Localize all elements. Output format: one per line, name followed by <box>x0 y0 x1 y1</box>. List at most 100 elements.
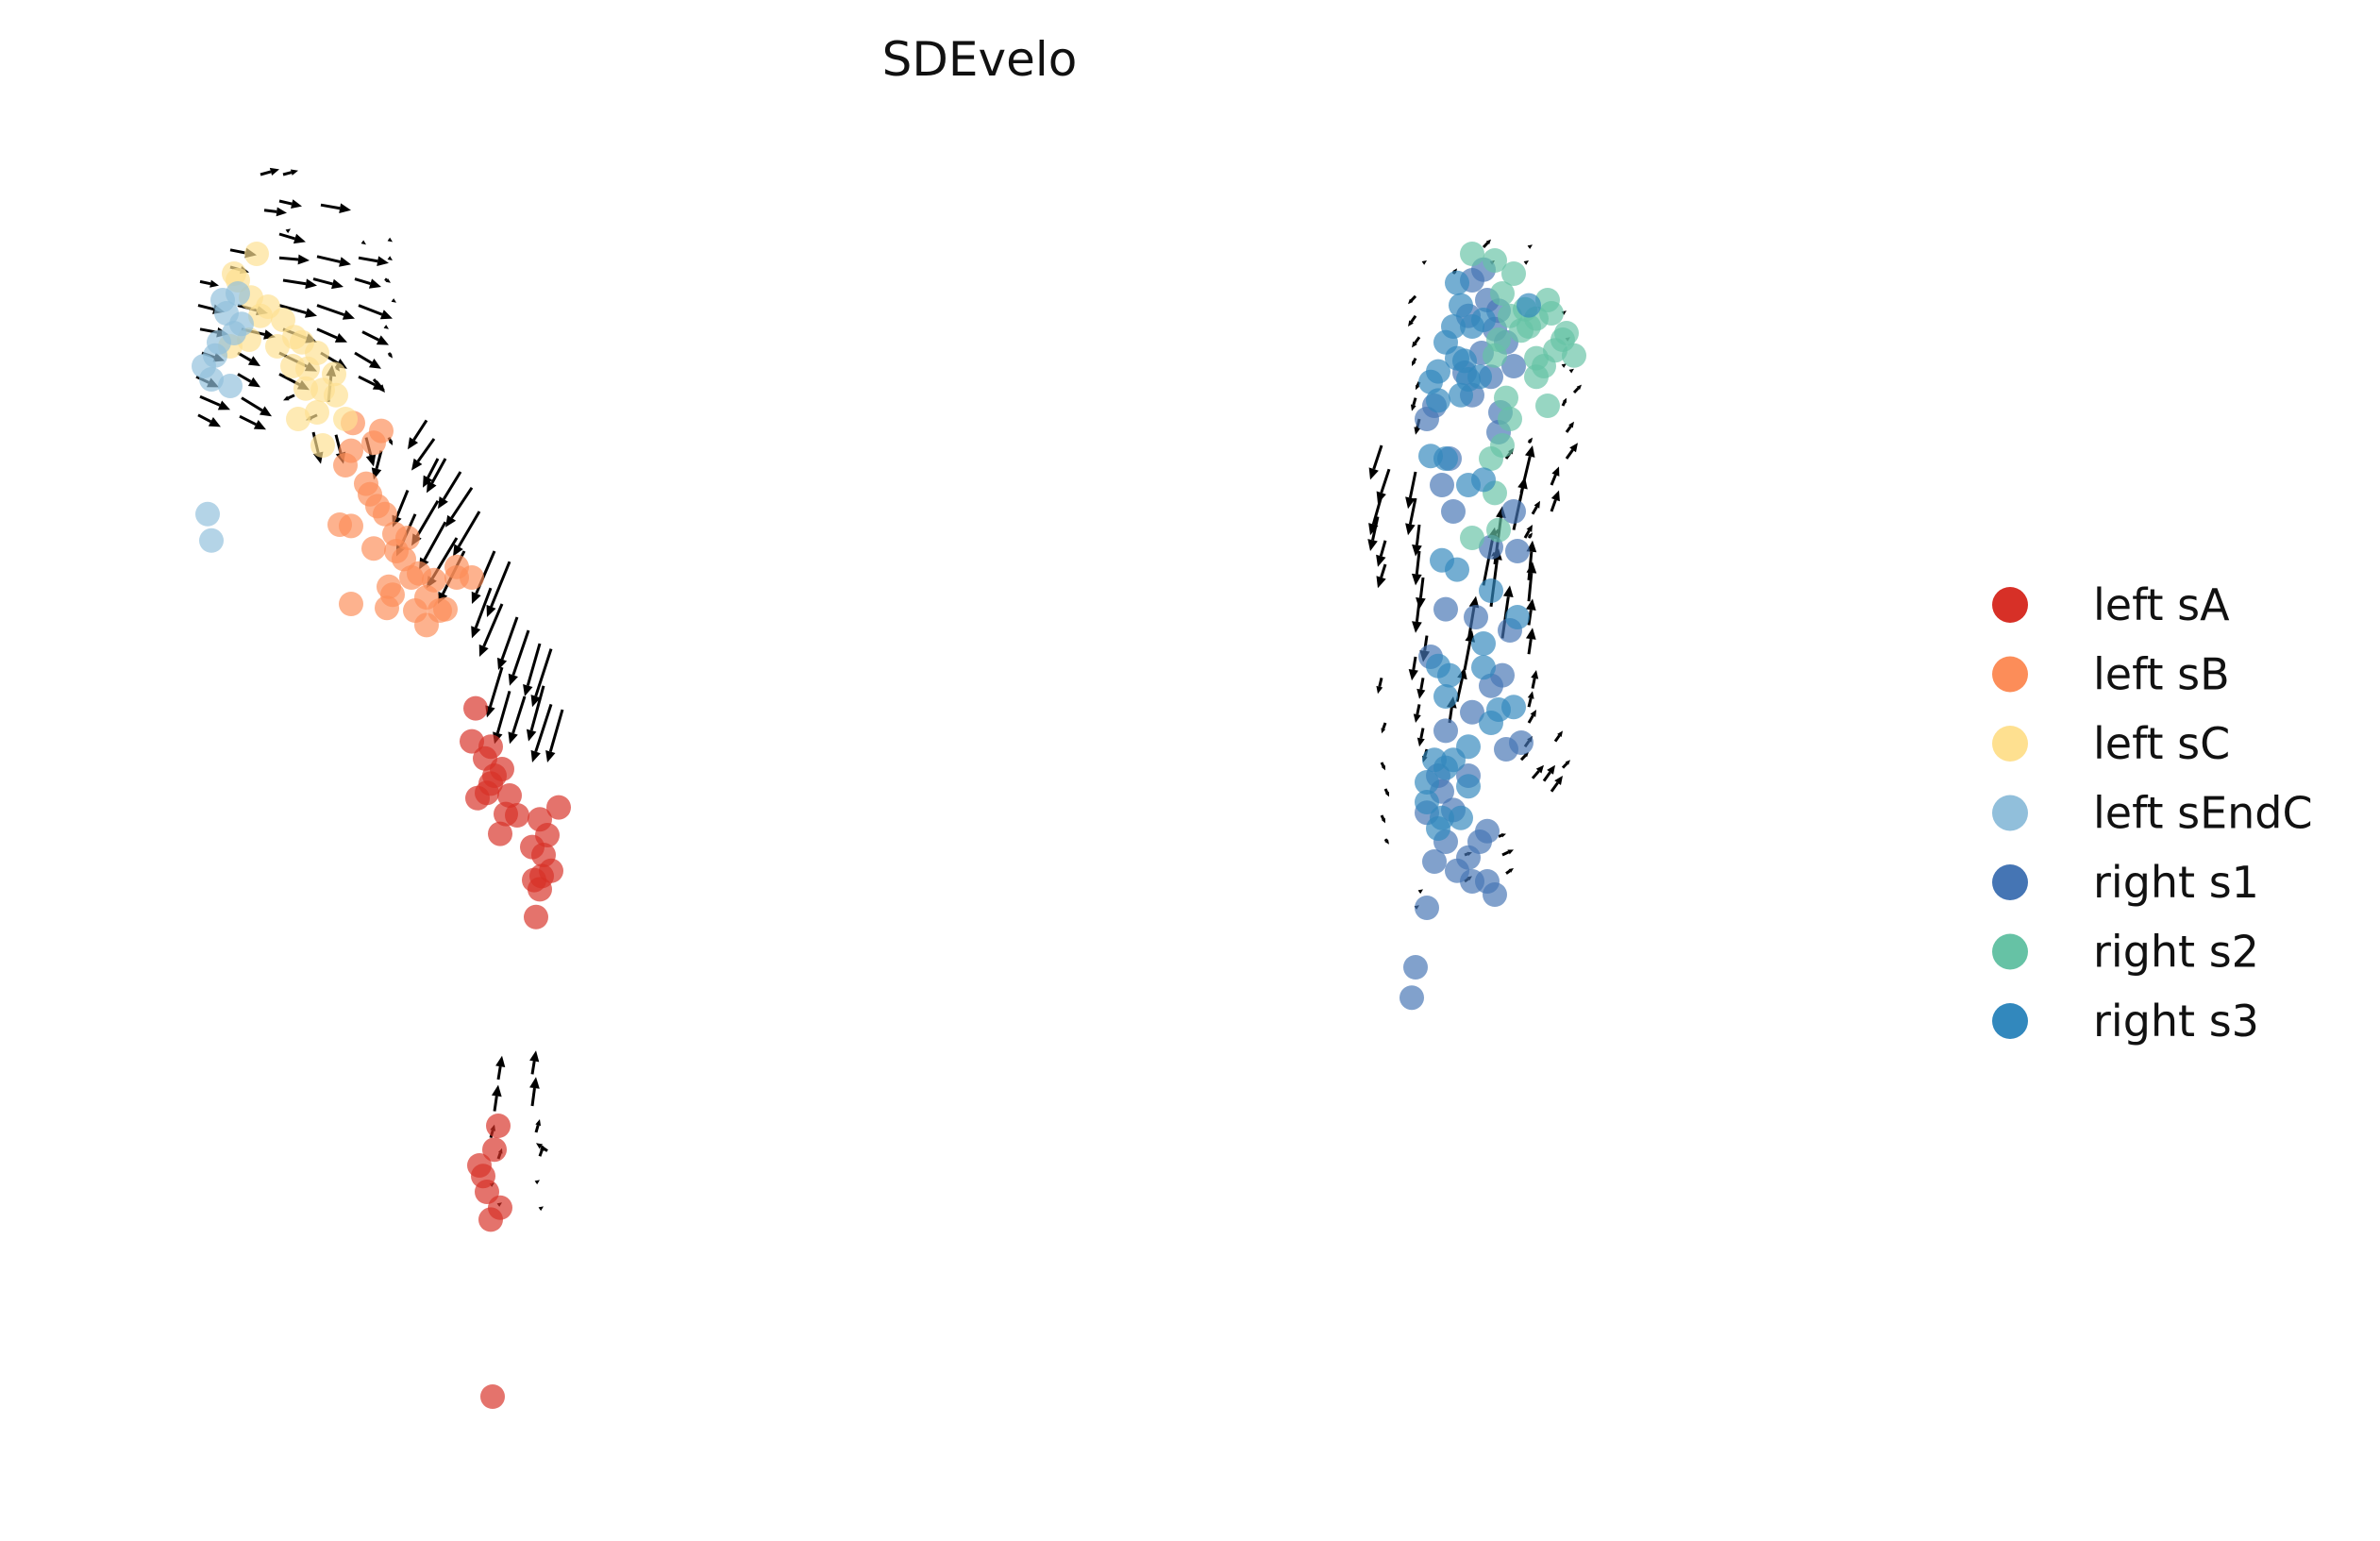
velocity-arrow <box>1482 239 1491 249</box>
data-point <box>361 430 386 456</box>
velocity-arrow <box>1413 704 1421 723</box>
arrow-head <box>453 544 463 557</box>
arrow-head <box>388 353 393 359</box>
velocity-arrow <box>485 666 504 718</box>
arrow-head <box>377 384 385 393</box>
data-point <box>1460 699 1484 725</box>
velocity-arrow <box>1383 788 1389 797</box>
legend-marker <box>1992 1003 2028 1039</box>
arrow-head <box>1508 868 1514 873</box>
arrow-shaft <box>260 170 272 176</box>
data-point <box>222 261 246 286</box>
data-point <box>546 795 571 820</box>
data-point <box>293 376 318 401</box>
arrow-head <box>383 325 389 329</box>
arrow-head <box>1568 368 1574 374</box>
data-point <box>373 501 397 527</box>
arrow-shaft <box>372 378 381 388</box>
velocity-arrow <box>1525 628 1536 655</box>
velocity-arrow <box>478 603 504 657</box>
legend-label: right s2 <box>2093 927 2259 978</box>
velocity-arrow <box>1498 833 1506 838</box>
legend-label: left sB <box>2093 649 2230 700</box>
arrow-head <box>1507 849 1514 855</box>
arrow-head <box>1416 384 1420 391</box>
velocity-arrow <box>1501 849 1514 857</box>
velocity-arrow <box>529 1077 540 1107</box>
data-point <box>414 585 439 610</box>
data-point <box>339 592 363 616</box>
arrow-shaft <box>1482 242 1489 249</box>
arrow-head <box>1381 817 1385 824</box>
arrow-shaft <box>312 277 333 286</box>
arrow-head <box>1534 500 1540 509</box>
arrow-head <box>1528 437 1533 443</box>
arrow-head <box>478 644 489 657</box>
velocity-arrow <box>316 304 355 320</box>
velocity-arrow <box>445 486 474 528</box>
arrow-head <box>385 278 391 283</box>
arrow-shaft <box>278 199 293 206</box>
velocity-arrow <box>1421 260 1427 265</box>
arrow-shaft <box>1371 516 1380 541</box>
arrow-head <box>1565 760 1570 765</box>
legend-label: right s1 <box>2093 857 2259 908</box>
arrow-head <box>368 358 381 369</box>
arrow-shaft <box>1550 781 1559 793</box>
arrow-shaft <box>423 521 447 561</box>
arrow-head <box>1485 239 1491 244</box>
velocity-arrow <box>1527 691 1534 708</box>
velocity-arrow <box>438 471 462 510</box>
velocity-arrow <box>453 511 481 557</box>
data-point <box>333 453 358 477</box>
velocity-arrow <box>1376 540 1387 567</box>
arrow-shaft <box>1414 336 1421 344</box>
velocity-arrow <box>278 304 317 318</box>
arrow-shaft <box>1380 468 1391 494</box>
arrow-shaft <box>529 685 545 731</box>
arrow-shaft <box>1527 440 1532 444</box>
arrow-shaft <box>1531 506 1538 515</box>
velocity-arrow <box>1412 524 1422 557</box>
arrow-head <box>1551 466 1560 477</box>
arrow-shaft <box>199 394 221 407</box>
data-point <box>1433 446 1458 471</box>
velocity-arrow <box>1405 497 1417 536</box>
arrow-shaft <box>316 327 338 340</box>
velocity-arrow <box>1561 363 1567 368</box>
arrow-shaft <box>282 171 293 176</box>
velocity-arrow <box>491 1084 502 1112</box>
arrow-shaft <box>1418 577 1425 598</box>
velocity-arrow <box>1376 678 1383 695</box>
arrow-shaft <box>361 330 379 342</box>
arrow-head <box>334 333 347 343</box>
velocity-arrow <box>1531 764 1544 779</box>
data-point <box>1509 730 1534 755</box>
data-point <box>1441 499 1466 524</box>
arrow-shaft <box>1561 762 1568 769</box>
velocity-arrow <box>391 298 396 303</box>
arrow-shaft <box>530 1087 536 1107</box>
data-point <box>1490 281 1515 306</box>
arrow-shaft <box>442 471 462 500</box>
data-point <box>1456 473 1481 497</box>
data-point <box>1449 293 1473 318</box>
velocity-arrow <box>372 378 385 393</box>
arrow-head <box>1412 360 1416 366</box>
data-point <box>1501 354 1526 378</box>
data-point <box>1430 805 1454 830</box>
velocity-arrow <box>312 277 344 290</box>
velocity-arrow <box>387 256 393 260</box>
arrow-shaft <box>1527 714 1534 724</box>
data-point <box>524 904 548 930</box>
arrow-head <box>1413 713 1421 723</box>
velocity-arrow <box>1527 437 1533 444</box>
chart-title: SDEvelo <box>882 32 1078 87</box>
data-point <box>1471 308 1496 332</box>
data-point <box>199 528 224 553</box>
arrow-shaft <box>1527 697 1533 708</box>
data-point <box>1471 655 1496 680</box>
arrow-head <box>530 695 541 708</box>
arrow-shaft <box>287 394 295 400</box>
arrow-head <box>411 458 423 471</box>
